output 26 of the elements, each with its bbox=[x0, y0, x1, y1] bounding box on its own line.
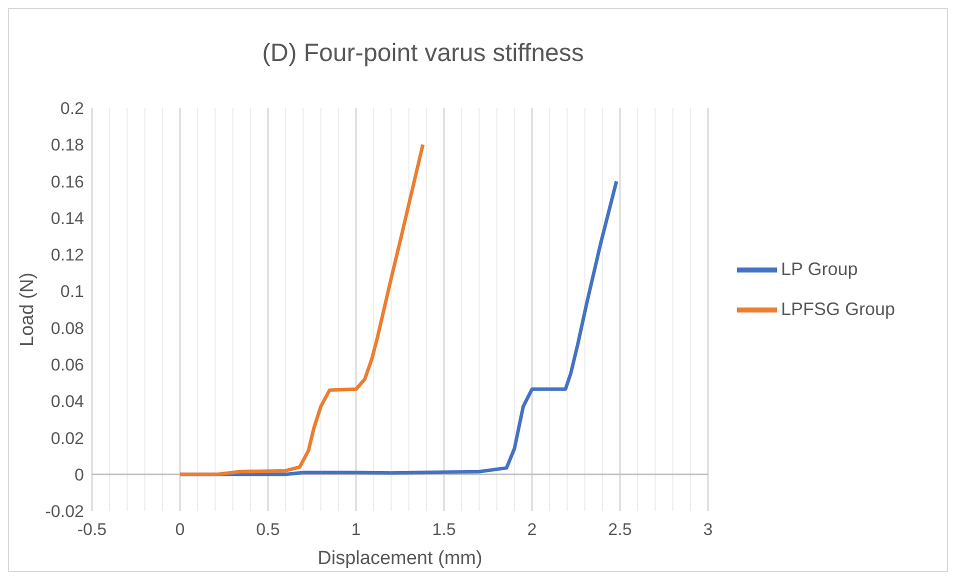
x-tick-label: 3 bbox=[703, 520, 713, 540]
y-tick-label: 0.08 bbox=[50, 318, 84, 338]
y-tick-label: 0.16 bbox=[50, 172, 84, 192]
x-axis-title: Displacement (mm) bbox=[318, 548, 482, 569]
x-tick-label: 1.5 bbox=[432, 520, 456, 540]
x-tick-label: -0.5 bbox=[77, 520, 107, 540]
x-tick-label: 1 bbox=[351, 520, 361, 540]
legend-label: LPFSG Group bbox=[781, 298, 896, 319]
y-tick-label: 0.2 bbox=[60, 99, 84, 118]
y-tick-label: 0.12 bbox=[50, 246, 84, 265]
y-tick-label: 0.06 bbox=[50, 355, 84, 374]
y-tick-label: 0.14 bbox=[50, 208, 84, 228]
y-axis-title: Load (N) bbox=[17, 272, 38, 346]
y-tick-label: 0 bbox=[74, 465, 84, 484]
y-tick-label: -0.02 bbox=[45, 502, 84, 522]
x-tick-label: 0.5 bbox=[256, 520, 280, 540]
legend-label: LP Group bbox=[781, 258, 858, 279]
line-series bbox=[178, 142, 425, 476]
x-tick-label: 2 bbox=[527, 520, 537, 540]
y-tick-label: 0.02 bbox=[50, 428, 84, 448]
x-tick-label: 2.5 bbox=[608, 520, 632, 540]
y-tick-label: 0.04 bbox=[50, 392, 84, 412]
chart-title: (D) Four-point varus stiffness bbox=[261, 39, 585, 68]
y-tick-label: 0.18 bbox=[50, 136, 84, 155]
y-tick-label: 0.1 bbox=[60, 282, 84, 302]
x-tick-label: 0 bbox=[175, 520, 185, 540]
